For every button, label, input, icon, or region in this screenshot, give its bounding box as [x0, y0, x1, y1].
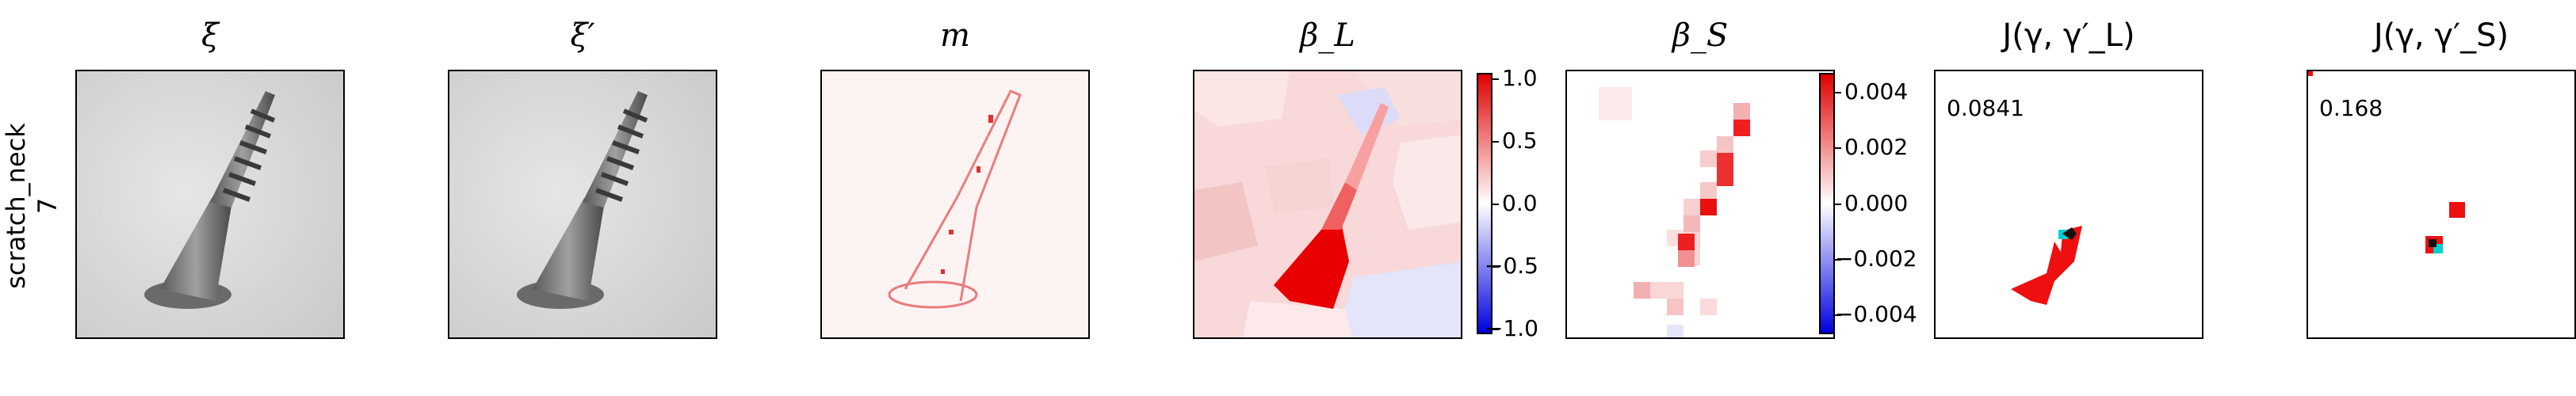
- colorbar-tick: −0.002: [1835, 246, 1917, 272]
- row-label-category: scratch_neck: [1, 123, 31, 289]
- colorbar-tick: 0.5: [1502, 128, 1538, 154]
- row-label: scratch_neck 7: [0, 55, 63, 356]
- colorbar-tick: 0.0: [1502, 190, 1538, 216]
- panel-title: β_L: [1300, 17, 1355, 54]
- overlap-j-l: 0.0841: [1934, 70, 2203, 339]
- attribution-cells: [1599, 87, 1750, 337]
- screw-shape: [144, 91, 276, 309]
- overlap-region: [2011, 226, 2082, 305]
- image-xi: [75, 70, 345, 339]
- row-label-index: 7: [32, 197, 63, 215]
- image-m: [820, 70, 1090, 339]
- colorbar-tick: 0.002: [1844, 134, 1909, 160]
- panel-title: ξ′: [570, 17, 595, 54]
- overlap-j-s: 0.168: [2307, 70, 2576, 339]
- colorbar-tick: −0.5: [1485, 253, 1538, 279]
- strong-attribution: [1274, 103, 1389, 309]
- panel-title: J(γ, γ′_S): [2373, 17, 2509, 54]
- mask-outline: [888, 89, 1022, 309]
- colorbar-beta-s: [1819, 73, 1835, 334]
- colorbar-beta-l: [1477, 73, 1492, 334]
- screw-shape: [517, 91, 648, 309]
- panel-title: m: [940, 17, 970, 54]
- colorbar-tick: −1.0: [1485, 315, 1538, 341]
- heatmap-beta-s: [1565, 70, 1835, 339]
- heatmap-beta-l: [1193, 70, 1462, 339]
- superpixel-regions: [1194, 71, 1461, 337]
- colorbar-tick: 1.0: [1502, 65, 1538, 91]
- image-xi-prime: [448, 70, 717, 339]
- panel-title: ξ: [201, 17, 220, 54]
- colorbar-tick: −0.004: [1835, 301, 1917, 327]
- panel-title: J(γ, γ′_L): [2002, 17, 2135, 54]
- jaccard-score: 0.168: [2319, 95, 2383, 121]
- panel-title: β_S: [1672, 17, 1729, 54]
- colorbar-tick: 0.000: [1844, 190, 1909, 216]
- colorbar-tick: 0.004: [1844, 78, 1909, 105]
- overlap-region: [2308, 71, 2465, 253]
- jaccard-score: 0.0841: [1947, 95, 2024, 121]
